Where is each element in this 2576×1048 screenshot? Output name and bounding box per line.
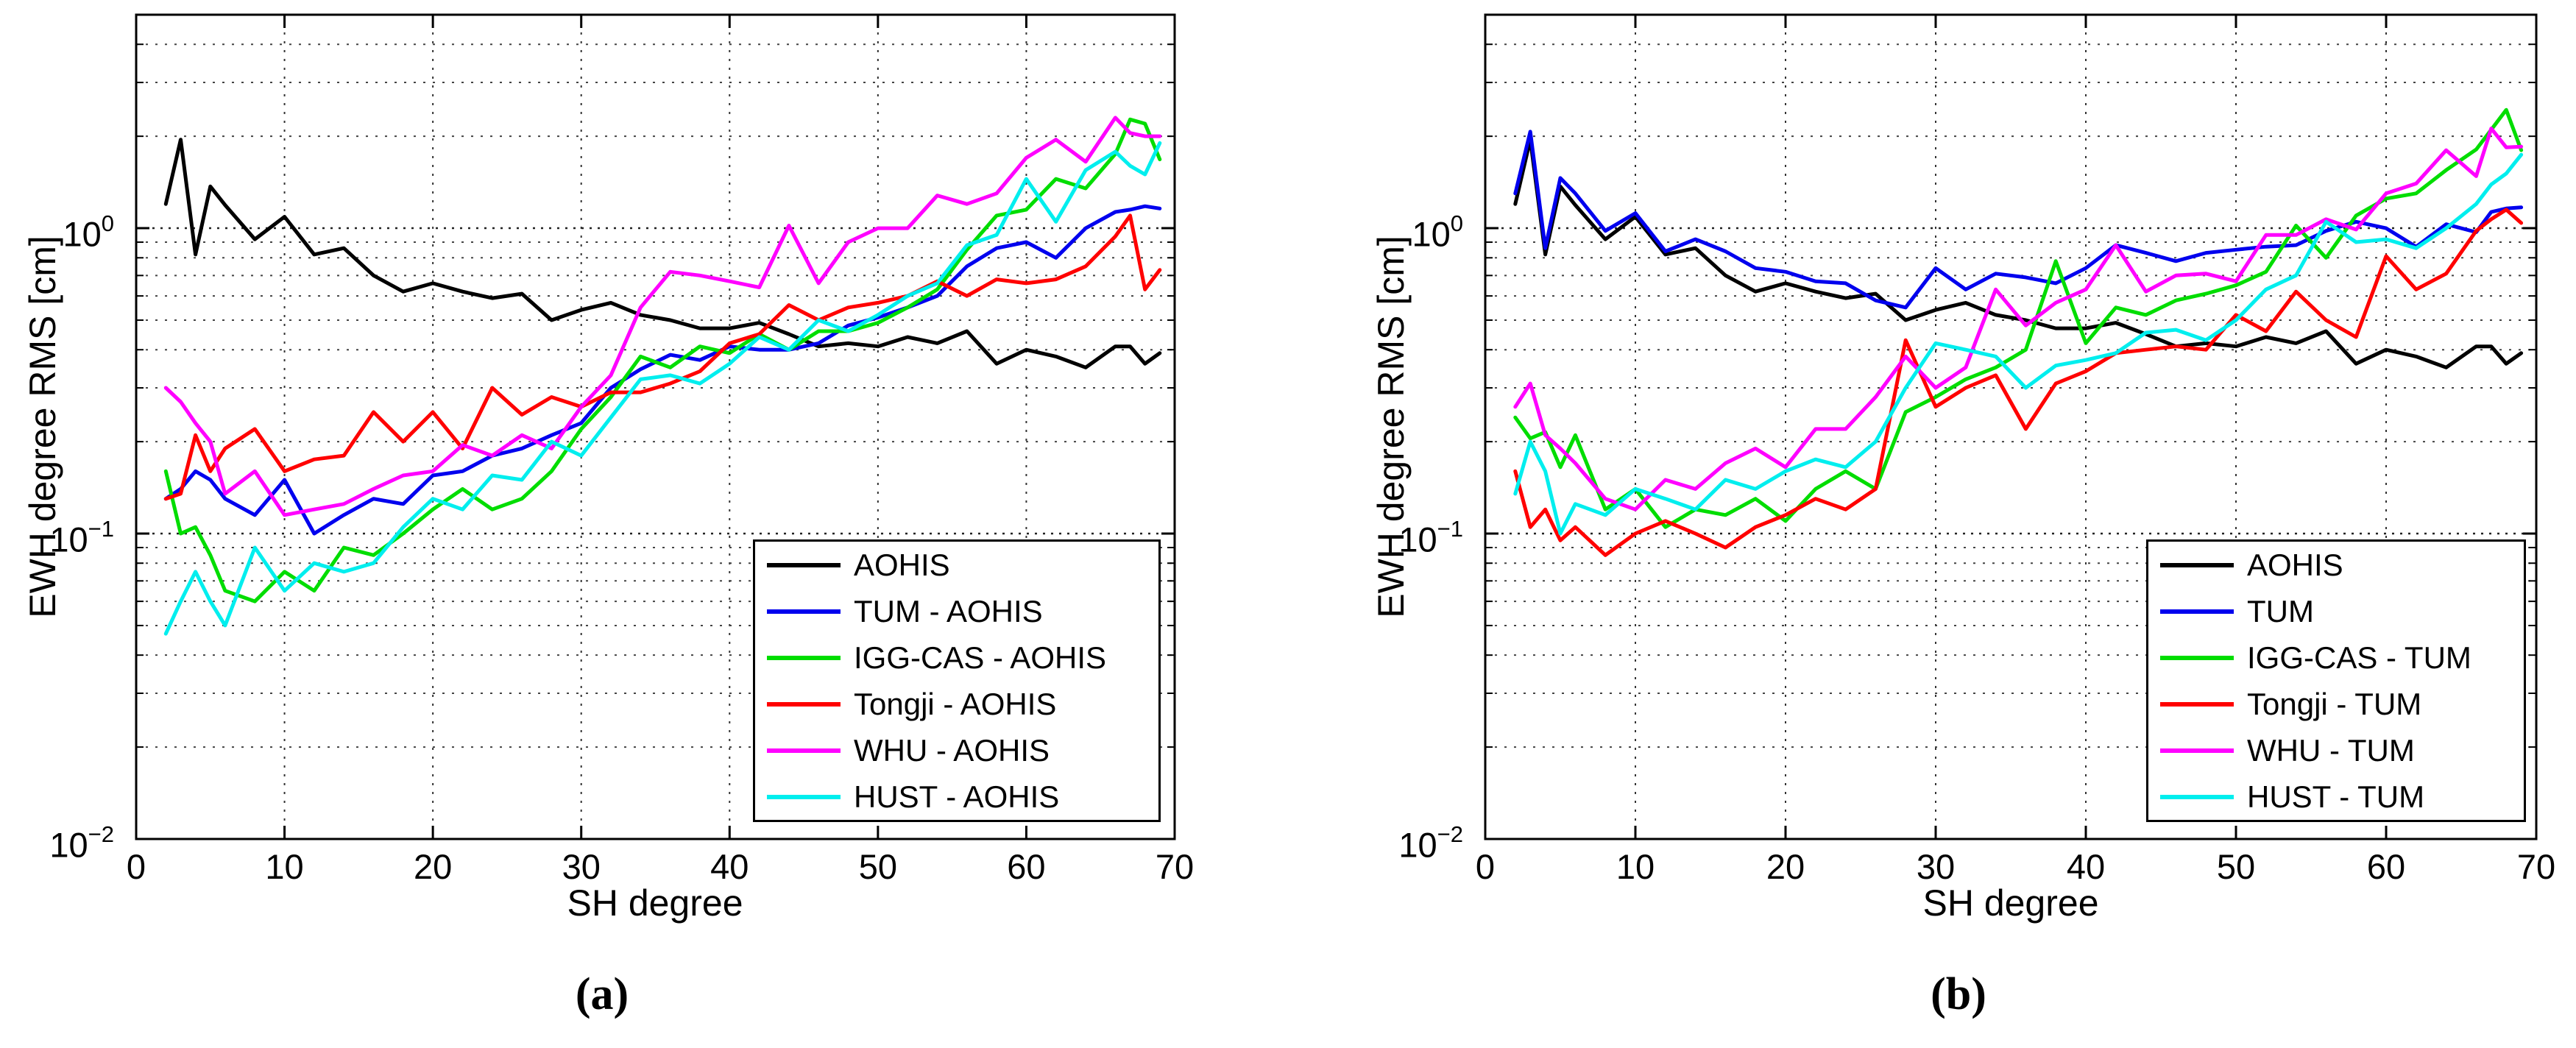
x-tick-label: 30: [1916, 847, 1956, 886]
panel-b-xlabel: SH degree: [1922, 882, 2099, 924]
series-whu-tum: [1513, 127, 2524, 511]
x-tick-label: 20: [414, 847, 453, 886]
y-tick-label: 100: [1412, 210, 1463, 254]
series-tum: [1513, 130, 2524, 310]
x-tick-label: 20: [1766, 847, 1805, 886]
legend-item: Tongji - AOHIS: [755, 681, 1158, 727]
legend-b: AOHIS TUM IGG-CAS - TUM Tongji - TUM WHU…: [2146, 539, 2526, 822]
legend-item-label: WHU - TUM: [2247, 732, 2415, 768]
caption-a: (a): [575, 969, 629, 1019]
legend-line-sample: [767, 794, 841, 799]
legend-item-label: HUST - AOHIS: [854, 779, 1060, 814]
x-tick-label: 30: [562, 847, 601, 886]
legend-line-sample: [767, 609, 841, 614]
x-tick-label: 50: [858, 847, 897, 886]
legend-item-label: AOHIS: [854, 547, 950, 582]
x-tick-label: 40: [2066, 847, 2106, 886]
x-tick-label: 60: [2366, 847, 2406, 886]
legend-item-label: AOHIS: [2247, 547, 2343, 582]
series-whu-aohis: [163, 116, 1162, 517]
legend-item-label: IGG-CAS - AOHIS: [854, 640, 1107, 675]
y-tick-label: 100: [63, 210, 114, 254]
legend-line-sample: [767, 655, 841, 660]
series-igg-cas-aohis: [163, 117, 1162, 603]
legend-item-label: TUM: [2247, 593, 2314, 629]
legend-item: AOHIS: [755, 542, 1158, 588]
series-hust-aohis: [163, 141, 1162, 636]
panel-a-xlabel: SH degree: [567, 882, 743, 924]
caption-b: (b): [1931, 969, 1986, 1019]
y-tick-label: 10−2: [49, 821, 114, 865]
x-tick-label: 70: [2516, 847, 2556, 886]
series-aohis: [1513, 138, 2524, 369]
legend-line-sample: [2160, 701, 2234, 707]
legend-line-sample: [767, 562, 841, 567]
series-aohis: [163, 138, 1162, 369]
legend-item-label: WHU - AOHIS: [854, 732, 1050, 768]
legend-line-sample: [2160, 655, 2234, 660]
x-tick-label: 70: [1155, 847, 1195, 886]
x-tick-label: 50: [2216, 847, 2256, 886]
legend-item: WHU - TUM: [2148, 727, 2524, 773]
legend-line-sample: [767, 748, 841, 753]
legend-line-sample: [2160, 794, 2234, 799]
y-tick-label: 10−1: [49, 516, 114, 559]
series-tongji-tum: [1513, 208, 2524, 557]
x-tick-label: 0: [1475, 847, 1496, 886]
legend-item: Tongji - TUM: [2148, 681, 2524, 727]
legend-item: TUM: [2148, 588, 2524, 634]
x-tick-label: 0: [126, 847, 146, 886]
legend-line-sample: [2160, 609, 2234, 614]
series-hust-tum: [1513, 152, 2524, 536]
legend-item: AOHIS: [2148, 542, 2524, 588]
legend-item-label: HUST - TUM: [2247, 779, 2425, 814]
x-tick-label: 10: [1616, 847, 1655, 886]
panel-b-ylabel: EWH degree RMS [cm]: [1370, 236, 1412, 618]
x-tick-label: 10: [265, 847, 304, 886]
y-tick-label: 10−2: [1398, 821, 1463, 865]
legend-item: WHU - AOHIS: [755, 727, 1158, 773]
panel-a-ylabel: EWH degree RMS [cm]: [22, 236, 63, 618]
legend-item-label: TUM - AOHIS: [854, 593, 1043, 629]
legend-item: IGG-CAS - TUM: [2148, 634, 2524, 681]
y-tick-label: 10−1: [1398, 516, 1463, 559]
legend-item-label: Tongji - TUM: [2247, 686, 2422, 721]
series-tongji-aohis: [163, 213, 1162, 501]
legend-line-sample: [767, 701, 841, 707]
x-tick-label: 60: [1007, 847, 1046, 886]
legend-line-sample: [2160, 748, 2234, 753]
legend-item: HUST - TUM: [2148, 773, 2524, 820]
legend-line-sample: [2160, 562, 2234, 567]
legend-item: IGG-CAS - AOHIS: [755, 634, 1158, 681]
legend-item: HUST - AOHIS: [755, 773, 1158, 820]
x-tick-label: 40: [710, 847, 749, 886]
legend-item-label: Tongji - AOHIS: [854, 686, 1057, 721]
legend-a: AOHIS TUM - AOHIS IGG-CAS - AOHIS Tongji…: [753, 539, 1161, 822]
legend-item-label: IGG-CAS - TUM: [2247, 640, 2471, 675]
legend-item: TUM - AOHIS: [755, 588, 1158, 634]
